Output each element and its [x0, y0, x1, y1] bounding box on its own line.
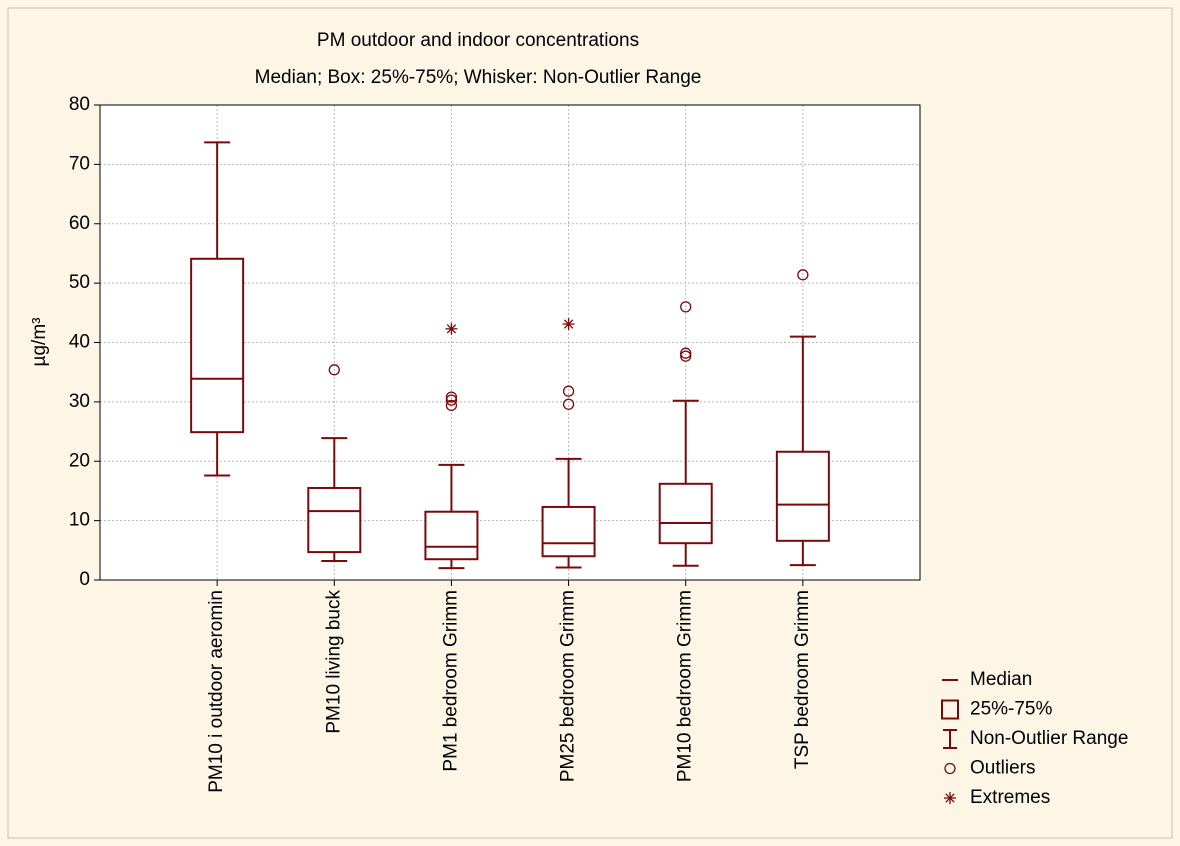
legend-label: Median: [970, 669, 1032, 690]
x-tick-label: PM1 bedroom Grimm: [440, 590, 461, 772]
y-tick-label: 10: [69, 510, 90, 531]
y-tick-label: 50: [69, 272, 90, 293]
outlier: [445, 394, 458, 406]
box: [658, 482, 713, 545]
extreme: [562, 318, 575, 331]
legend-symbol: [944, 762, 956, 775]
y-tick-label: 70: [69, 153, 90, 174]
y-tick-label: 80: [69, 94, 90, 115]
outlier: [445, 391, 458, 403]
y-tick-label: 30: [69, 391, 90, 412]
legend-symbol: [944, 792, 956, 804]
frame: [7, 7, 1173, 839]
outlier: [680, 347, 692, 359]
box: [307, 486, 362, 554]
box: [541, 505, 596, 558]
chart-subtitle: Median; Box: 25%-75%; Whisker: Non-Outli…: [255, 67, 702, 88]
outlier: [328, 364, 340, 376]
y-axis-label: µg/m³: [29, 318, 50, 367]
outlier: [445, 399, 458, 412]
x-tick-label: PM10 i outdoor aeromin: [206, 590, 227, 793]
x-tick-label: TSP bedroom Grimm: [792, 590, 813, 769]
chart-title: PM outdoor and indoor concentrations: [317, 30, 639, 51]
y-tick-label: 20: [69, 450, 90, 471]
outlier: [680, 301, 692, 313]
legend-symbol: [941, 699, 959, 720]
box: [424, 510, 479, 561]
x-tick-label: PM10 living buck: [323, 590, 344, 734]
outlier: [680, 350, 692, 362]
x-tick-label: PM10 bedroom Grimm: [675, 590, 696, 782]
legend-label: Outliers: [970, 758, 1035, 779]
y-tick-label: 0: [79, 569, 90, 590]
y-tick-label: 60: [69, 213, 90, 234]
legend-label: 25%-75%: [970, 699, 1052, 720]
plot-border: [99, 104, 921, 581]
outlier: [562, 385, 575, 397]
box: [775, 450, 830, 542]
outlier: [797, 269, 809, 281]
y-tick-label: 40: [69, 332, 90, 353]
extreme: [445, 322, 458, 335]
outlier: [562, 398, 575, 410]
box: [190, 257, 245, 434]
legend-label: Extremes: [970, 787, 1050, 808]
x-tick-label: PM25 bedroom Grimm: [558, 590, 579, 782]
legend-label: Non-Outlier Range: [970, 728, 1128, 749]
